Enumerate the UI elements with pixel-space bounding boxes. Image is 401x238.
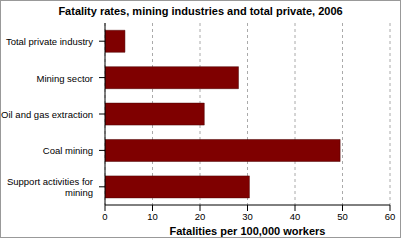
svg-text:40: 40	[290, 211, 301, 222]
svg-text:20: 20	[195, 211, 206, 222]
svg-text:Mining sector: Mining sector	[37, 72, 94, 83]
html-text:Fatality rates, mining industr: Fatality rates, mining industries and to…	[58, 5, 343, 17]
svg-text:Coal mining: Coal mining	[43, 145, 93, 156]
svg-text:Support activities formining: Support activities formining	[8, 176, 93, 198]
svg-text:60: 60	[385, 211, 393, 222]
svg-text:10: 10	[147, 211, 158, 222]
svg-text:50: 50	[337, 211, 348, 222]
svg-text:30: 30	[242, 211, 253, 222]
svg-text:0: 0	[102, 211, 107, 222]
svg-text:Total private industry: Total private industry	[8, 36, 93, 47]
svg-text:Fatalities per 100,000 workers: Fatalities per 100,000 workers	[170, 225, 326, 237]
svg-text:Oil and gas extraction: Oil and gas extraction	[8, 109, 93, 120]
